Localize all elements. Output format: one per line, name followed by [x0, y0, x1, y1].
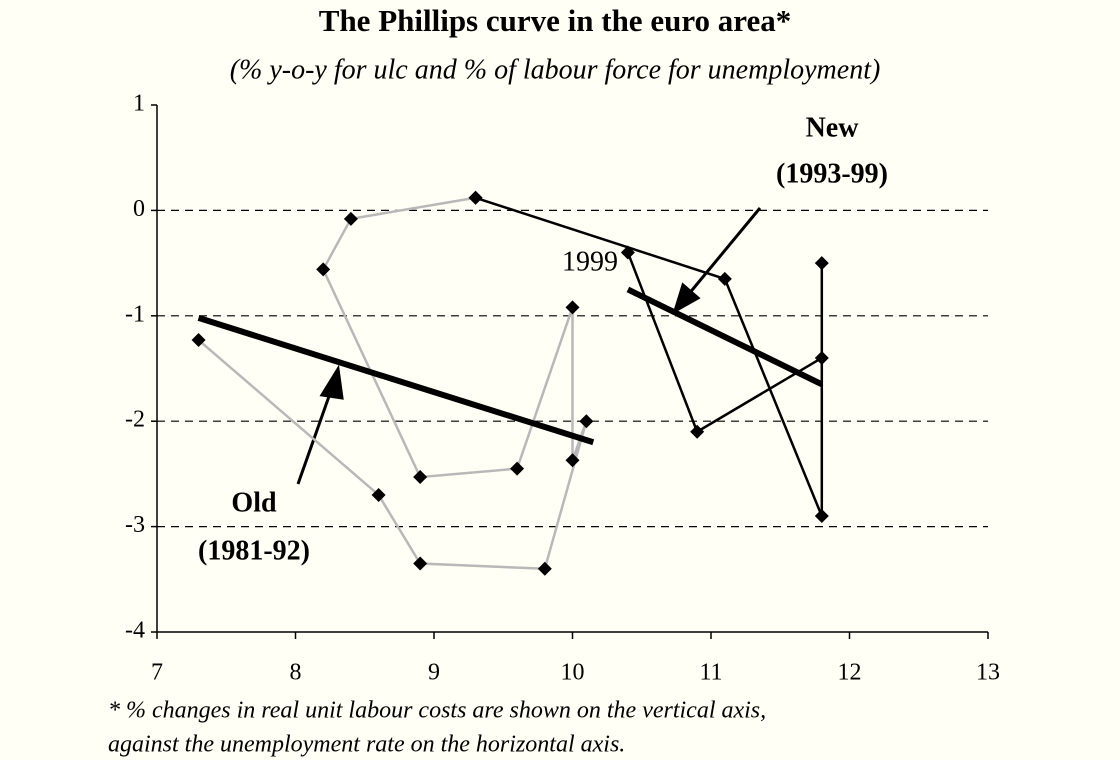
y-tick-label: 0 [133, 196, 145, 222]
marker [814, 256, 829, 271]
arrow-old [296, 384, 335, 485]
trend-line [197, 315, 595, 446]
x-tick-label: 12 [838, 660, 862, 686]
marker [565, 300, 580, 315]
series-line [197, 196, 588, 571]
annotation: (1981-92) [198, 535, 310, 566]
marker [537, 561, 552, 576]
marker [814, 509, 829, 524]
arrow-head [319, 364, 344, 400]
x-tick-label: 8 [290, 660, 302, 686]
chart-subtitle: (% y-o-y for ulc and % of labour force f… [230, 54, 881, 85]
y-tick-label: -2 [125, 407, 145, 433]
marker [371, 487, 386, 502]
marker [510, 461, 525, 476]
marker [565, 453, 580, 468]
x-tick-label: 13 [976, 660, 1000, 686]
x-tick-label: 10 [561, 660, 585, 686]
marker [690, 424, 705, 439]
marker [316, 262, 331, 277]
marker [717, 271, 732, 286]
x-tick-label: 11 [699, 660, 722, 686]
marker [343, 211, 358, 226]
marker [814, 350, 829, 365]
marker [191, 333, 206, 348]
y-tick-label: 1 [133, 91, 145, 117]
footnote: against the unemployment rate on the hor… [108, 732, 625, 758]
y-tick-label: -4 [125, 618, 145, 644]
y-tick-label: -1 [125, 301, 145, 327]
marker [413, 470, 428, 485]
x-tick-label: 7 [151, 660, 163, 686]
x-tick-label: 9 [428, 660, 440, 686]
y-tick-label: -3 [125, 512, 145, 538]
marker [579, 414, 594, 429]
arrows [296, 207, 762, 485]
annotation: Old [231, 487, 277, 518]
marker [620, 245, 635, 260]
footnote: * % changes in real unit labour costs ar… [108, 698, 766, 724]
annotation: New [806, 112, 860, 143]
marker [468, 190, 483, 205]
trend-line [626, 286, 824, 388]
arrow-new [686, 207, 762, 296]
chart-title: The Phillips curve in the euro area* [319, 3, 791, 38]
arrow-head [672, 282, 701, 315]
marker [413, 556, 428, 571]
annotation: (1993-99) [776, 158, 888, 189]
annotation: 1999 [562, 246, 618, 277]
